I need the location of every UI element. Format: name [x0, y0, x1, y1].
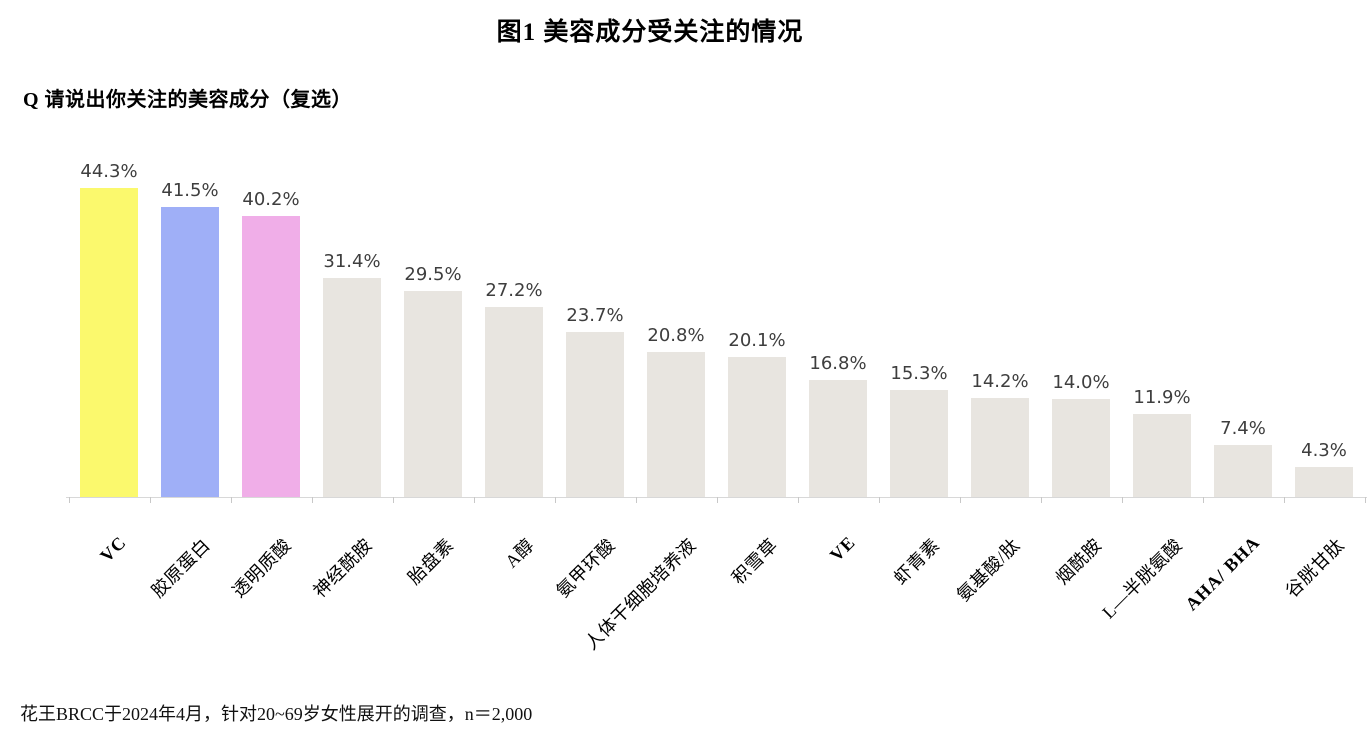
x-axis-label: 烟酰胺 [1051, 534, 1105, 589]
x-axis-label: 氨基酸/肽 [953, 534, 1024, 606]
bar [485, 307, 543, 497]
bar-value-label: 41.5% [161, 180, 219, 201]
bar-value-label: 23.7% [566, 305, 624, 326]
bar-chart: 44.3% 41.5% 40.2% 31.4% 29.5% 27.2% 23.7% 20.8%… [69, 160, 1366, 497]
bar-value-label: 31.4% [323, 251, 381, 272]
axis-tick [1365, 497, 1366, 503]
bar [161, 207, 219, 497]
footnote: 花王BRCC于2024年4月，针对20~69岁女性展开的调查，n＝2,000 [20, 704, 533, 724]
bar [323, 278, 381, 497]
axis-tick [1203, 497, 1204, 503]
x-axis-label: VC [96, 532, 131, 566]
axis-tick [1041, 497, 1042, 503]
x-axis-label: L—半胱氨酸 [1098, 534, 1186, 623]
bar [1295, 467, 1353, 497]
axis-tick [1284, 497, 1285, 503]
axis-tick [879, 497, 880, 503]
bar [404, 291, 462, 497]
bar [242, 216, 300, 497]
survey-question: Q 请说出你关注的美容成分（复选） [23, 89, 353, 111]
bar [1052, 399, 1110, 497]
axis-tick [474, 497, 475, 503]
bar [1133, 414, 1191, 497]
axis-tick [636, 497, 637, 503]
bar-value-label: 11.9% [1133, 387, 1191, 408]
bar [728, 357, 786, 497]
axis-tick [798, 497, 799, 503]
bar-value-label: 15.3% [890, 363, 948, 384]
bar-value-label: 14.2% [971, 371, 1029, 392]
x-axis-label: 积雪草 [727, 534, 781, 589]
bar-value-label: 20.1% [728, 330, 786, 351]
axis-tick [393, 497, 394, 503]
bar-value-label: 14.0% [1052, 372, 1110, 393]
bar-value-label: 40.2% [242, 189, 300, 210]
bar-value-label: 7.4% [1220, 418, 1266, 439]
x-axis-label: 胶原蛋白 [147, 534, 214, 602]
bar-value-label: 20.8% [647, 325, 705, 346]
bar [566, 332, 624, 497]
axis-tick [717, 497, 718, 503]
bar [890, 390, 948, 497]
x-axis-line [66, 497, 1367, 498]
bar [971, 398, 1029, 497]
x-axis-label: 虾青素 [889, 534, 943, 589]
bar-value-label: 44.3% [80, 161, 138, 182]
bar [809, 380, 867, 497]
bar-value-label: 4.3% [1301, 440, 1347, 461]
x-axis-labels: VC 胶原蛋白 透明质酸 神经酰胺 胎盘素 A醇 氨甲环酸 人体干细胞培养液 积雪草 VE 虾青素氨… [69, 532, 1366, 702]
x-axis-label: 氨甲环酸 [552, 534, 619, 602]
axis-tick [69, 497, 70, 503]
axis-tick [312, 497, 313, 503]
x-axis-label: 谷胱甘肽 [1281, 534, 1348, 602]
axis-tick [231, 497, 232, 503]
axis-tick [150, 497, 151, 503]
x-axis-label: AHA/ BHA [1181, 532, 1265, 615]
axis-tick [960, 497, 961, 503]
page-title: 图1 美容成分受关注的情况 [496, 19, 804, 46]
bar [80, 188, 138, 497]
bar [647, 352, 705, 497]
x-axis-label: VE [825, 532, 860, 566]
x-axis-label: 神经酰胺 [309, 534, 376, 602]
bar-value-label: 27.2% [485, 280, 543, 301]
bar [1214, 445, 1272, 497]
axis-tick [555, 497, 556, 503]
axis-tick [1122, 497, 1123, 503]
x-axis-label: 胎盘素 [403, 534, 457, 589]
x-axis-label: 透明质酸 [228, 534, 295, 602]
x-axis-label: A醇 [501, 534, 538, 572]
bar-value-label: 16.8% [809, 353, 867, 374]
bar-value-label: 29.5% [404, 264, 462, 285]
